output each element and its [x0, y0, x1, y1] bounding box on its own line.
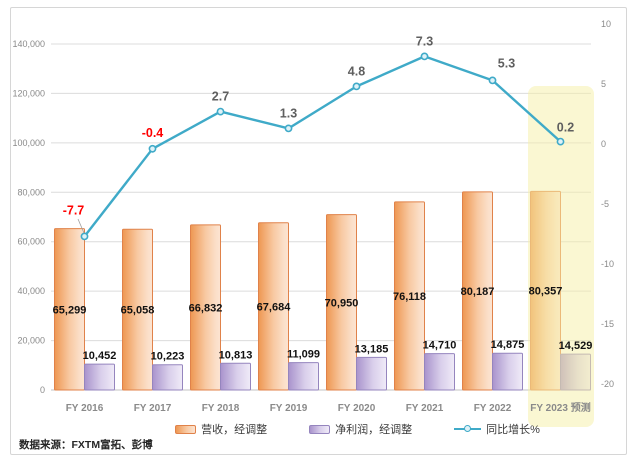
y-axis-tick-label: 20,000	[17, 336, 45, 346]
profit-bar	[492, 352, 523, 391]
x-axis-label: FY 2021	[406, 403, 444, 414]
profit-bar-label: 14,875	[491, 339, 525, 351]
y-axis-tick-label: 80,000	[17, 187, 45, 197]
profit-bar	[84, 363, 115, 391]
y-axis-tick-label: 60,000	[17, 237, 45, 247]
legend-label-profit: 净利润，经调整	[335, 424, 413, 436]
growth-marker	[488, 76, 497, 85]
profit-bar-label: 14,710	[423, 340, 457, 352]
forecast-highlight-band	[528, 86, 594, 427]
x-axis-label: FY 2018	[202, 403, 240, 414]
growth-marker	[148, 144, 157, 153]
revenue-bar	[394, 201, 425, 391]
profit-bar-label: 13,185	[355, 343, 389, 355]
x-axis-label: FY 2019	[270, 403, 308, 414]
y2-axis-tick-label: -20	[601, 379, 614, 389]
growth-point-label: 5.3	[498, 56, 515, 70]
legend-item-growth: 同比增长%	[454, 421, 540, 437]
y-axis-tick-label: 40,000	[17, 286, 45, 296]
revenue-bar-label: 65,299	[53, 304, 87, 316]
profit-bar-label: 11,099	[287, 349, 320, 361]
y-axis-tick-label: 0	[40, 385, 45, 395]
profit-bar-label: 14,529	[559, 340, 593, 352]
growth-point-label: 0.2	[557, 121, 574, 135]
growth-point-label: 1.3	[280, 106, 297, 120]
revenue-bar-label: 65,058	[121, 305, 155, 317]
growth-point-label: 2.7	[212, 90, 229, 104]
growth-line	[83, 55, 562, 238]
chart-frame: 140,000 120,000 100,000 80,000 60,000 40,000 2…	[10, 7, 627, 455]
growth-point-label: -0.4	[142, 126, 164, 140]
revenue-bar	[122, 228, 153, 391]
revenue-bar-label: 80,357	[529, 286, 563, 298]
growth-line-swatch-icon	[454, 424, 482, 434]
growth-marker	[216, 107, 225, 116]
y-axis-tick-label: 140,000	[12, 39, 45, 49]
y2-axis-tick-label: -15	[601, 319, 614, 329]
revenue-bar	[54, 228, 85, 391]
growth-marker	[284, 124, 293, 133]
legend-item-revenue: 营收，经调整	[175, 421, 267, 437]
y-axis-tick-label: 120,000	[12, 88, 45, 98]
y2-axis-tick-label: 5	[601, 79, 606, 89]
revenue-bar-label: 67,684	[257, 301, 292, 313]
growth-point-label: -7.7	[63, 203, 85, 217]
profit-swatch-icon	[309, 424, 331, 434]
label-leader-line	[77, 218, 85, 234]
x-axis-label: FY 2016	[66, 403, 104, 414]
profit-bar	[424, 353, 455, 391]
revenue-bar	[258, 222, 289, 391]
growth-point-label: 7.3	[416, 34, 433, 48]
revenue-bar-label: 66,832	[189, 302, 223, 314]
y2-axis-tick-label: -10	[601, 259, 614, 269]
x-axis-label: FY 2022	[474, 403, 512, 414]
x-axis-label: FY 2017	[134, 403, 172, 414]
y2-axis-tick-label: 10	[601, 19, 611, 29]
x-axis-label: FY 2023 预测	[530, 401, 590, 414]
profit-bar-label: 10,813	[219, 349, 253, 361]
revenue-swatch-icon	[175, 424, 197, 434]
legend-label-growth: 同比增长%	[486, 424, 540, 436]
y-axis-tick-label: 100,000	[12, 138, 45, 148]
growth-marker-icon	[464, 425, 472, 432]
chart-plot: 140,000 120,000 100,000 80,000 60,000 40,000 2…	[12, 19, 614, 427]
source-note: 数据来源：FXTM富拓、彭博	[19, 439, 153, 451]
legend-item-profit: 净利润，经调整	[309, 421, 412, 437]
profit-bar	[152, 364, 183, 391]
revenue-bar	[462, 191, 493, 391]
growth-marker	[420, 52, 429, 61]
growth-marker	[80, 232, 89, 241]
revenue-bar-label: 76,118	[393, 291, 426, 303]
profit-bar	[356, 356, 387, 391]
y2-axis-tick-label: -5	[601, 199, 609, 209]
growth-marker	[352, 82, 361, 91]
legend-label-revenue: 营收，经调整	[201, 424, 268, 436]
revenue-bar	[326, 214, 357, 391]
revenue-bar-label: 80,187	[461, 286, 495, 298]
growth-point-label: 4.8	[348, 64, 365, 78]
profit-bar	[220, 362, 251, 391]
profit-bar-label: 10,452	[83, 350, 117, 362]
revenue-bar	[190, 224, 221, 391]
legend: 营收，经调整 净利润，经调整 同比增长%	[11, 421, 626, 437]
profit-bar	[288, 362, 319, 391]
profit-bar-label: 10,223	[151, 351, 185, 363]
revenue-bar-label: 70,950	[325, 297, 359, 309]
y2-axis-tick-label: 0	[601, 139, 606, 149]
x-axis-label: FY 2020	[338, 403, 376, 414]
growth-marker	[556, 137, 565, 146]
